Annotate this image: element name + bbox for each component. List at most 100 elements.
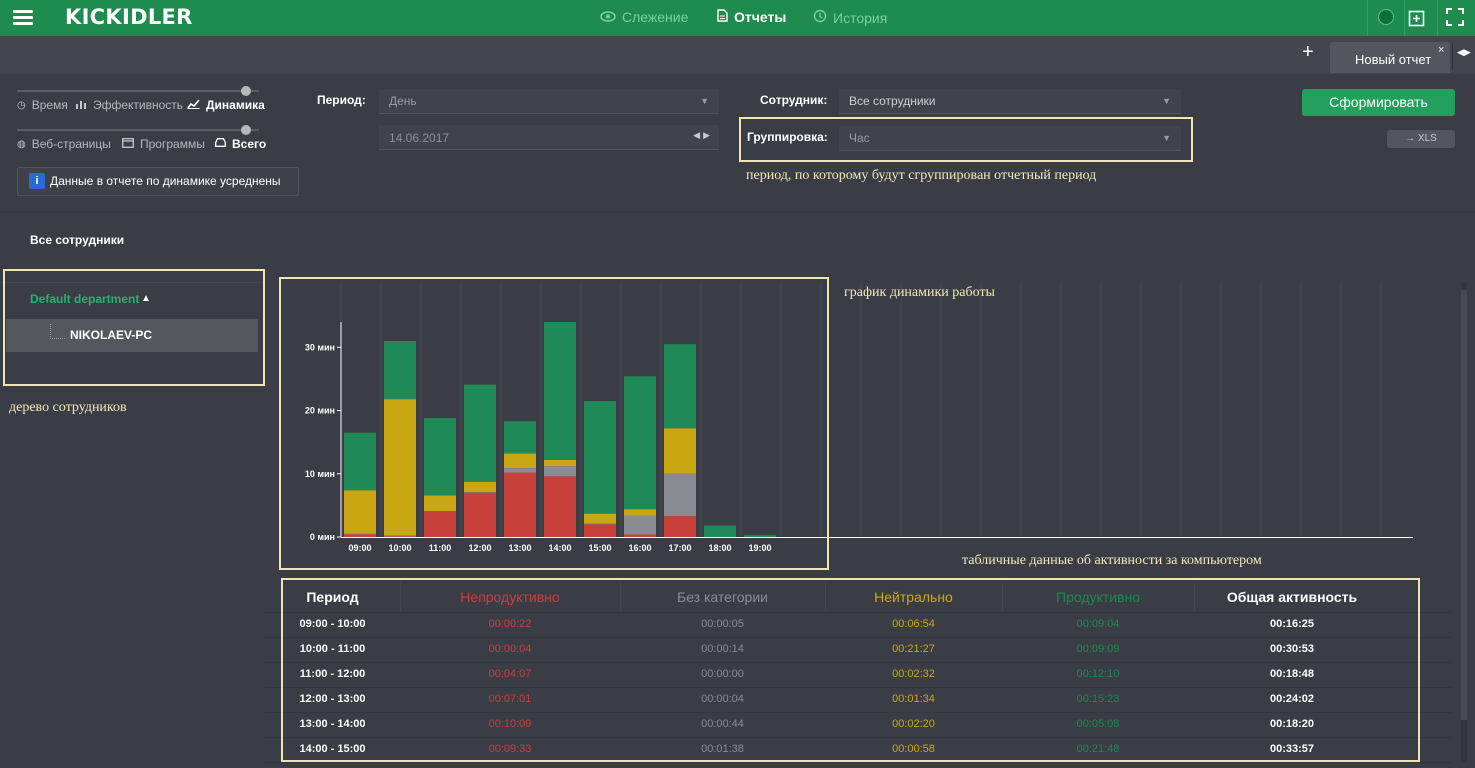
date-nav-arrows-icon[interactable]: ◀▶	[693, 130, 713, 140]
fullscreen-icon[interactable]	[1445, 7, 1465, 32]
header-no-category: Без категории	[677, 589, 768, 605]
divider	[0, 211, 1475, 213]
cell-productive: 00:09:04	[1076, 618, 1120, 630]
cell-total: 00:30:53	[1269, 643, 1315, 655]
source-web[interactable]: ◍ Веб-страницы	[17, 137, 111, 151]
annotation-tree: дерево сотрудников	[9, 400, 127, 415]
bar-segment	[504, 468, 536, 473]
table-row: 09:00 - 10:00 00:00:22 00:00:05 00:06:54 00:…	[265, 612, 1452, 638]
divider	[620, 582, 621, 612]
employee-select-value: Все сотрудники	[849, 94, 936, 108]
source-web-label: Веб-страницы	[31, 137, 111, 151]
cell-period: 13:00 - 14:00	[299, 718, 366, 730]
cell-no-category: 00:00:44	[701, 718, 744, 730]
bar-segment	[664, 428, 696, 474]
cell-productive: 00:05:08	[1076, 718, 1120, 730]
tab-new-report[interactable]	[1330, 42, 1450, 73]
divider	[1194, 582, 1195, 612]
header-period: Период	[306, 589, 359, 605]
header-unproductive: Непродуктивно	[460, 589, 560, 605]
cell-no-category: 00:00:04	[701, 693, 744, 705]
bar-segment	[424, 511, 456, 537]
report-type-time[interactable]: ◷ Время	[17, 98, 68, 112]
bar-segment	[504, 421, 536, 454]
cell-unproductive: 00:09:33	[488, 743, 532, 755]
document-icon	[717, 9, 728, 25]
x-tick-label: 13:00	[508, 543, 531, 553]
bar-segment	[464, 492, 496, 493]
tab-bar	[0, 36, 1475, 74]
annotation-table: табличные данные об активности за компью…	[962, 553, 1262, 568]
bar-segment	[664, 473, 696, 517]
bar-chart-icon	[75, 99, 87, 112]
x-tick-label: 14:00	[548, 543, 571, 553]
cell-productive: 00:15:23	[1076, 693, 1120, 705]
cell-total: 00:33:57	[1269, 743, 1315, 755]
annotation-grouping: период, по которому будут сгруппирован о…	[746, 168, 1097, 183]
add-tab-button[interactable]: +	[1302, 41, 1314, 63]
table-row: 10:00 - 11:00 00:00:04 00:00:14 00:21:27 00:…	[265, 637, 1452, 663]
cell-neutral: 00:21:27	[892, 643, 935, 655]
collapse-icon[interactable]: ▲	[141, 293, 151, 304]
report-type-efficiency[interactable]: Эффективность	[75, 98, 183, 112]
bar-segment	[584, 523, 616, 525]
source-programs[interactable]: Программы	[122, 137, 205, 151]
cell-neutral: 00:01:34	[892, 693, 935, 705]
x-tick-label: 17:00	[668, 543, 691, 553]
cell-period: 14:00 - 15:00	[299, 743, 366, 755]
new-window-icon[interactable]	[1408, 8, 1427, 32]
grouping-select-value: Час	[849, 131, 870, 145]
globe-icon: ◍	[17, 138, 26, 150]
y-tick-label: 10 мин	[305, 469, 335, 479]
header-productive: Продуктивно	[1056, 589, 1140, 605]
scrollbar-thumb[interactable]	[1461, 290, 1467, 720]
eye-icon	[600, 9, 616, 25]
bar-segment	[384, 535, 416, 537]
cell-period: 10:00 - 11:00	[299, 643, 366, 655]
bar-segment	[544, 476, 576, 537]
clock-icon: ◷	[17, 99, 26, 111]
header-total: Общая активность	[1226, 589, 1358, 605]
annotation-chart: график динамики работы	[844, 285, 995, 300]
generate-button[interactable]: Сформировать	[1302, 89, 1455, 116]
cell-period: 09:00 - 10:00	[299, 618, 366, 630]
source-all-label: Всего	[232, 137, 267, 151]
annotation-frame-table	[281, 578, 1420, 762]
history-icon	[813, 9, 827, 26]
cell-neutral: 00:06:54	[892, 618, 935, 630]
report-type-slider	[17, 90, 259, 92]
status-indicator	[1378, 9, 1394, 25]
grouping-label: Группировка:	[747, 130, 828, 144]
bar-segment	[704, 525, 736, 537]
close-icon[interactable]: ×	[1438, 44, 1445, 56]
logo: KICKIDLER	[65, 5, 193, 29]
bar-segment	[424, 418, 456, 496]
menu-icon[interactable]	[0, 0, 45, 36]
source-all[interactable]: Всего	[215, 137, 266, 151]
tree-department[interactable]: Default department	[30, 292, 140, 306]
date-value: 14.06.2017	[389, 131, 450, 145]
top-bar	[0, 0, 1475, 36]
grouping-select[interactable]: Час ▼	[839, 126, 1181, 151]
bar-segment	[544, 459, 576, 467]
nav-history-label: История	[833, 9, 888, 26]
nav-reports[interactable]: Отчеты	[717, 9, 786, 25]
nav-reports-label: Отчеты	[734, 9, 787, 25]
report-type-dynamics[interactable]: Динамика	[187, 98, 265, 112]
date-picker[interactable]: 14.06.2017 ◀▶	[379, 125, 719, 150]
nav-history[interactable]: История	[813, 9, 887, 26]
chevron-down-icon: ▼	[700, 96, 709, 106]
tree-item-computer[interactable]	[6, 319, 258, 352]
slider-knob[interactable]	[241, 86, 251, 96]
nav-tracking[interactable]: Слежение	[600, 9, 688, 25]
bar-segment	[504, 453, 536, 469]
employee-select[interactable]: Все сотрудники ▼	[839, 89, 1181, 114]
bar-segment	[504, 472, 536, 537]
cell-unproductive: 00:07:01	[488, 693, 532, 705]
export-xls-button[interactable]: → XLS	[1387, 130, 1455, 148]
x-tick-label: 19:00	[748, 543, 771, 553]
bar-segment	[344, 490, 376, 534]
slider-knob[interactable]	[241, 125, 251, 135]
tab-scroll-icon[interactable]: ◀▶	[1457, 47, 1471, 57]
period-select[interactable]: День ▼	[379, 89, 719, 114]
